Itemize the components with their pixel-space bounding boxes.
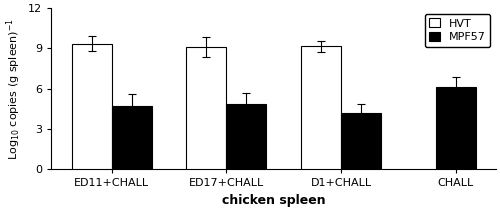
Bar — [341, 113, 381, 169]
Bar — [301, 46, 341, 169]
Y-axis label: Log$_{10}$ copies (g spleen)$^{-1}$: Log$_{10}$ copies (g spleen)$^{-1}$ — [4, 18, 23, 160]
Bar — [186, 47, 226, 169]
Legend: HVT, MPF57: HVT, MPF57 — [424, 14, 490, 47]
Bar — [72, 44, 112, 169]
X-axis label: chicken spleen: chicken spleen — [222, 194, 326, 207]
Bar — [112, 106, 152, 169]
Bar — [436, 87, 476, 169]
Bar — [226, 104, 266, 169]
